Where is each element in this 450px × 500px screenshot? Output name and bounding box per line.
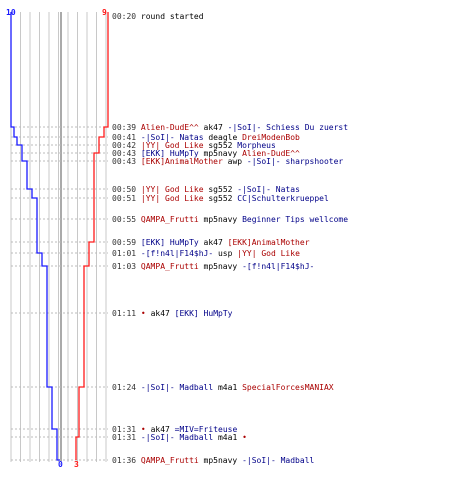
event-time: 01:24 <box>112 383 137 392</box>
kill-log-row: 00:51 |YY| God Like sg552 CC|Schulterkru… <box>112 194 329 203</box>
weapon-name: mp5navy <box>198 262 243 271</box>
player-name: • <box>242 433 247 442</box>
event-time: 01:31 <box>112 425 137 434</box>
kill-log-row: 01:01 -[f!n4l|F14$hJ- usp |YY| God Like <box>112 249 300 258</box>
player-name: -|SoI|- Madball <box>242 456 315 465</box>
weapon-name: ak47 <box>198 238 228 247</box>
player-name: [EKK] HuMpTy <box>140 149 199 158</box>
player-name: -|SoI|- Madball <box>140 433 214 442</box>
event-time: 00:50 <box>112 185 137 194</box>
player-name: [EKK]AnimalMother <box>227 238 310 247</box>
weapon-name: sg552 <box>203 141 238 150</box>
player-name: |YY| God Like <box>140 141 204 150</box>
kill-log-row: 01:24 -|SoI|- Madball m4a1 SpecialForces… <box>112 383 334 392</box>
player-name: QAMPA_Frutti <box>140 262 199 271</box>
weapon-name: ak47 <box>145 425 175 434</box>
player-name: -|SoI|- sharpshooter <box>246 157 344 166</box>
kill-log-row: 01:03 QAMPA_Frutti mp5navy -[f!n4l|F14$h… <box>112 262 314 271</box>
player-name: -[f!n4l|F14$hJ- <box>242 262 315 271</box>
event-time: 01:11 <box>112 309 137 318</box>
player-name: -|SoI|- Schiess Du zuerst <box>227 123 349 132</box>
player-name: DreiModenBob <box>242 133 300 142</box>
weapon-name: mp5navy <box>198 215 243 224</box>
weapon-name: ak47 <box>145 309 175 318</box>
kill-log-row: 00:41 -|SoI|- Natas deagle DreiModenBob <box>112 133 300 142</box>
kill-log-row: 00:59 [EKK] HuMpTy ak47 [EKK]AnimalMothe… <box>112 238 310 247</box>
player-name: =MIV=Friteuse <box>174 425 238 434</box>
weapon-name: sg552 <box>203 194 238 203</box>
event-time: 00:20 <box>112 12 137 21</box>
player-name: • <box>140 425 146 434</box>
blue-team-alive-line <box>10 12 60 461</box>
event-time: 01:01 <box>112 249 137 258</box>
weapon-name: usp <box>213 249 238 258</box>
weapon-name: ak47 <box>198 123 228 132</box>
kill-log-row: 00:43 [EKK] HuMpTy mp5navy Alien-DudE^^ <box>112 149 300 158</box>
player-name: -[f!n4l|F14$hJ- <box>140 249 214 258</box>
player-name: CC|Schulterkrueppel <box>237 194 329 203</box>
weapon-name: mp5navy <box>198 456 243 465</box>
player-name: -|SoI|- Natas <box>237 185 300 194</box>
event-time: 00:55 <box>112 215 137 224</box>
event-time: 01:03 <box>112 262 137 271</box>
player-name: [EKK] HuMpTy <box>140 238 199 247</box>
weapon-name: awp <box>222 157 247 166</box>
player-name: -|SoI|- Madball <box>140 383 214 392</box>
player-name: Beginner Tips wellcome <box>242 215 349 224</box>
event-text: round started <box>140 12 204 21</box>
player-name: -|SoI|- Natas <box>140 133 204 142</box>
event-time: 00:59 <box>112 238 137 247</box>
player-name: [EKK] HuMpTy <box>174 309 233 318</box>
player-name: [EKK]AnimalMother <box>140 157 223 166</box>
red-start-count: 9 <box>102 8 107 17</box>
player-name: QAMPA_Frutti <box>140 456 199 465</box>
event-time: 01:36 <box>112 456 137 465</box>
player-name: |YY| God Like <box>140 185 204 194</box>
kill-log-row: 00:39 Alien-DudE^^ ak47 -|SoI|- Schiess … <box>112 123 348 132</box>
player-name: Morpheus <box>237 141 276 150</box>
event-time: 00:39 <box>112 123 137 132</box>
weapon-name: m4a1 <box>213 383 243 392</box>
red-end-count: 3 <box>74 460 79 469</box>
alive-count-graph <box>10 12 109 462</box>
event-time: 00:51 <box>112 194 137 203</box>
event-time: 00:43 <box>112 157 137 166</box>
player-name: QAMPA_Frutti <box>140 215 199 224</box>
kill-log-row: 01:31 -|SoI|- Madball m4a1 • <box>112 433 247 442</box>
player-name: Alien-DudE^^ <box>140 123 199 132</box>
player-name: SpecialForcesMANIAX <box>242 383 334 392</box>
kill-log-row: 01:11 • ak47 [EKK] HuMpTy <box>112 309 232 318</box>
event-time: 00:41 <box>112 133 137 142</box>
kill-log-row: 00:55 QAMPA_Frutti mp5navy Beginner Tips… <box>112 215 348 224</box>
player-name: Alien-DudE^^ <box>242 149 300 158</box>
blue-start-count: 10 <box>6 8 16 17</box>
weapon-name: mp5navy <box>198 149 243 158</box>
kill-log-row: 00:20 round started <box>112 12 204 21</box>
kill-log-row: 01:36 QAMPA_Frutti mp5navy -|SoI|- Madba… <box>112 456 314 465</box>
event-time: 01:31 <box>112 433 137 442</box>
red-team-alive-line <box>75 12 109 460</box>
weapon-name: m4a1 <box>213 433 243 442</box>
kill-log-row: 00:43 [EKK]AnimalMother awp -|SoI|- shar… <box>112 157 343 166</box>
event-time: 00:43 <box>112 149 137 158</box>
kill-log-row: 01:31 • ak47 =MIV=Friteuse <box>112 425 237 434</box>
player-name: • <box>140 309 146 318</box>
kill-log-row: 00:50 |YY| God Like sg552 -|SoI|- Natas <box>112 185 300 194</box>
kill-log-row: 00:42 |YY| God Like sg552 Morpheus <box>112 141 276 150</box>
weapon-name: sg552 <box>203 185 238 194</box>
player-name: |YY| God Like <box>237 249 300 258</box>
player-name: |YY| God Like <box>140 194 204 203</box>
event-time: 00:42 <box>112 141 137 150</box>
blue-end-count: 0 <box>58 460 63 469</box>
weapon-name: deagle <box>203 133 243 142</box>
